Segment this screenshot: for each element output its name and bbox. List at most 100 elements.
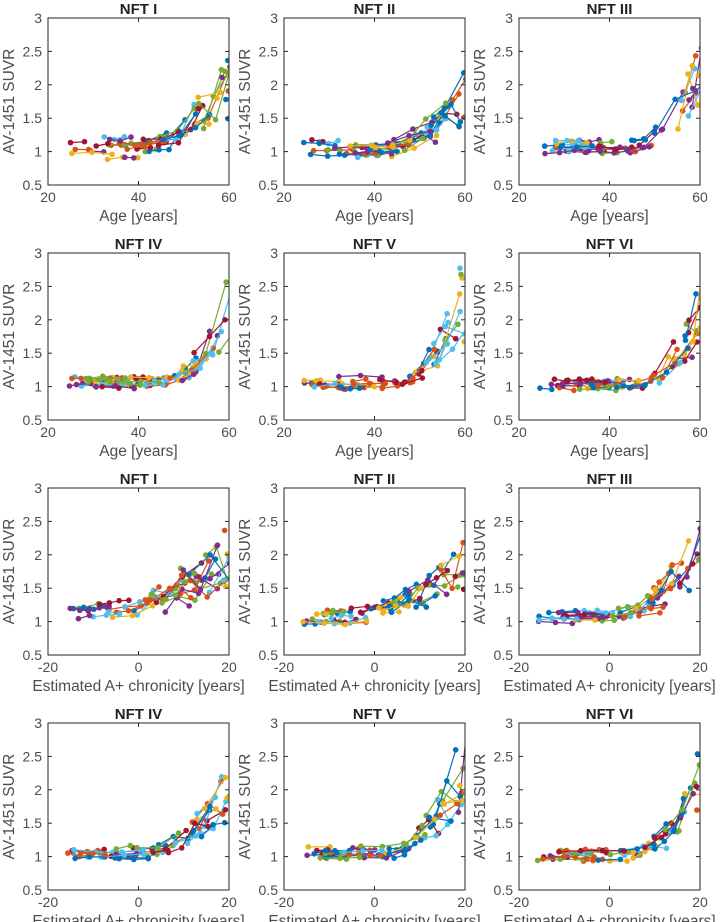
data-point: [641, 382, 648, 389]
data-point: [595, 382, 601, 389]
data-point: [700, 526, 706, 532]
data-point: [697, 325, 700, 331]
data-point: [444, 821, 451, 828]
data-point: [222, 68, 228, 75]
data-point: [677, 580, 683, 587]
data-point: [583, 856, 590, 862]
data-point: [72, 855, 78, 862]
x-tick-label: 60: [692, 424, 708, 440]
data-point: [300, 618, 306, 625]
data-point: [417, 585, 424, 591]
subject-trajectory: [415, 818, 436, 839]
data-point: [363, 618, 370, 624]
data-point: [696, 762, 700, 768]
data-point: [677, 359, 684, 366]
subject-trajectory: [623, 347, 689, 387]
data-point: [377, 853, 384, 859]
data-point: [324, 153, 331, 159]
data-point: [146, 374, 152, 381]
data-point: [105, 140, 111, 147]
y-tick-label: 0.5: [259, 882, 279, 898]
data-point: [70, 846, 77, 853]
data-point: [149, 603, 156, 609]
data-point: [126, 597, 132, 604]
x-tick-label: 20: [457, 659, 473, 675]
y-tick-label: 1.5: [23, 110, 43, 126]
data-point: [155, 142, 162, 148]
y-tick-label: 2: [34, 312, 42, 328]
data-point: [577, 847, 584, 854]
data-point: [137, 603, 144, 609]
data-point: [460, 70, 465, 76]
y-axis-label: AV-1451 SUVR: [237, 519, 254, 625]
plot-area: [541, 45, 700, 157]
data-point: [214, 542, 221, 548]
data-point: [219, 811, 226, 817]
data-point: [401, 147, 408, 154]
plot-area: [534, 751, 700, 864]
data-point: [393, 379, 400, 386]
data-point: [609, 613, 616, 619]
data-point: [541, 143, 548, 149]
y-tick-label: 2: [34, 77, 42, 93]
data-point: [192, 124, 199, 131]
x-axis-label: Age [years]: [99, 443, 177, 460]
data-point: [357, 609, 364, 616]
data-point: [160, 136, 167, 143]
data-point: [198, 833, 205, 840]
data-point: [444, 567, 451, 574]
data-point: [430, 114, 437, 120]
data-point: [432, 139, 439, 145]
data-point: [663, 821, 669, 827]
data-point: [633, 605, 639, 612]
data-point: [341, 849, 347, 856]
data-point: [307, 151, 314, 158]
x-tick-label: 20: [276, 189, 292, 205]
data-point: [433, 832, 440, 839]
data-point: [195, 94, 201, 101]
subject-trajectory: [349, 853, 381, 857]
data-point: [166, 585, 173, 592]
data-point: [90, 850, 96, 857]
data-point: [466, 707, 472, 713]
y-tick-label: 3: [270, 245, 278, 261]
data-point: [436, 357, 443, 363]
data-point: [121, 133, 128, 140]
y-axis-label: AV-1451 SUVR: [237, 49, 254, 155]
subject-trajectory: [209, 563, 229, 580]
panel-2: 0.5 1 1.5 2 2.5 3 20 40 60 NFT II Age [years] AV-14…: [237, 1, 473, 225]
data-point: [230, 60, 236, 66]
data-point: [134, 844, 140, 851]
panel-7: 0.5 1 1.5 2 2.5 3 -20 0 20 NFT I Estimated A+ chro…: [1, 471, 245, 695]
data-point: [184, 840, 191, 847]
x-tick-label: 40: [602, 424, 618, 440]
data-point: [690, 85, 696, 92]
data-point: [552, 137, 559, 144]
y-tick-label: 2: [270, 77, 278, 93]
data-point: [204, 594, 210, 600]
data-point: [432, 593, 439, 599]
y-tick-label: 2.5: [259, 748, 279, 764]
subject-trajectory: [544, 149, 589, 155]
data-point: [546, 609, 552, 616]
data-point: [129, 612, 136, 619]
subject-trajectory: [618, 595, 649, 609]
data-point: [455, 321, 461, 328]
data-point: [575, 137, 582, 144]
data-point: [616, 377, 622, 383]
y-tick-label: 1.5: [259, 345, 279, 361]
data-point: [419, 367, 425, 374]
y-tick-label: 2.5: [494, 748, 514, 764]
data-point: [75, 615, 82, 622]
subject-trajectory: [440, 555, 460, 566]
data-point: [658, 587, 665, 594]
data-point: [180, 363, 187, 369]
data-point: [155, 845, 161, 851]
data-point: [351, 381, 357, 388]
panel-title: NFT I: [120, 471, 158, 488]
x-tick-label: 60: [457, 424, 473, 440]
data-point: [439, 800, 446, 807]
y-tick-label: 3: [34, 715, 42, 731]
data-point: [600, 614, 606, 621]
data-point: [347, 143, 354, 149]
